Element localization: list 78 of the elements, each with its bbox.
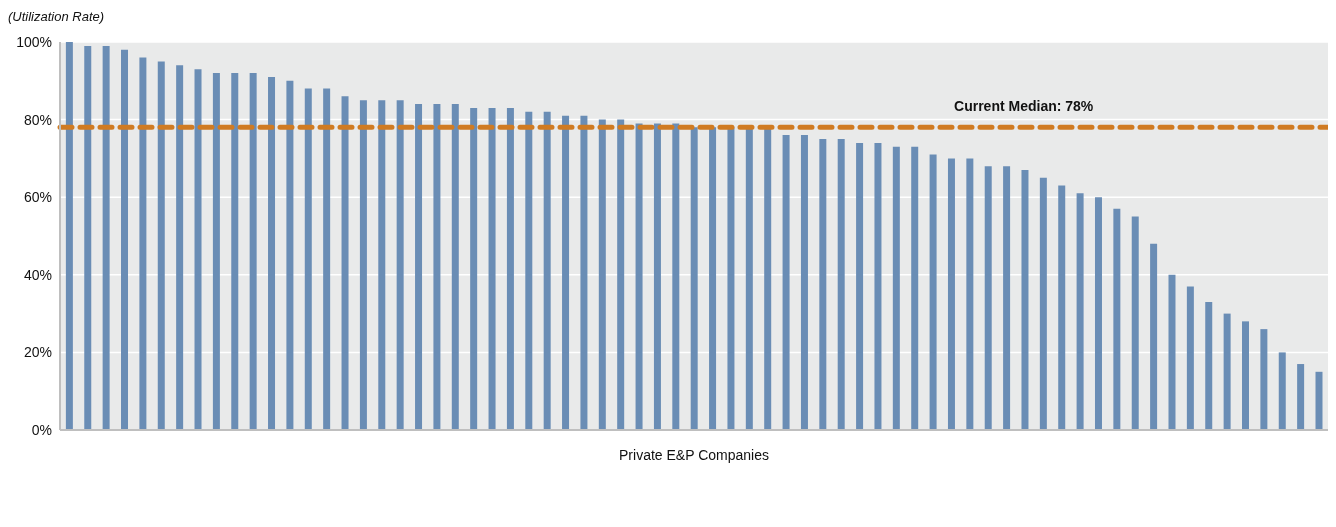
bar [543,111,551,430]
bar [1186,286,1194,430]
bar [966,158,974,430]
bar [84,45,92,430]
bar [984,166,992,430]
y-tick-label: 100% [16,33,52,50]
bar [323,88,331,430]
y-tick-label: 20% [23,344,52,361]
bar [194,69,202,430]
bar [102,45,110,430]
bar [653,123,661,430]
bar [1113,208,1121,430]
bar [911,146,919,430]
y-tick-label: 40% [23,266,52,283]
bar [1260,329,1268,430]
bar [727,127,735,430]
bar [378,100,386,430]
bar [506,107,514,430]
x-axis-title: Private E&P Companies [619,447,769,463]
bar [65,42,73,430]
bar [856,142,864,430]
bar [580,115,588,430]
bar [1021,170,1029,430]
bar [1150,243,1158,430]
bar [268,76,276,430]
ref-line-label: Current Median: 78% [954,98,1094,115]
bar [1094,197,1102,430]
y-tick-label: 80% [23,111,52,128]
bar [212,73,220,430]
bar [1076,193,1084,430]
bar [396,100,404,430]
bar [672,123,680,430]
y-tick-label: 0% [31,421,52,438]
bar [286,80,294,430]
bar [1039,177,1047,430]
bar [782,135,790,430]
y-axis-title: (Utilization Rate) [8,8,106,26]
bar [176,65,184,430]
bar [1205,301,1213,430]
bar [470,107,478,430]
bar [1168,274,1176,430]
bar [433,104,441,430]
bar [525,111,533,430]
bar [929,154,937,430]
bar [745,127,753,430]
bar [1058,185,1066,430]
bar [837,139,845,430]
bar [415,104,423,430]
bar [819,139,827,430]
bar [359,100,367,430]
bar [157,61,165,430]
bar [1315,371,1323,430]
bar [690,127,698,430]
bar [1003,166,1011,430]
bar [764,127,772,430]
bar [635,123,643,430]
bar [598,119,606,430]
bar [231,73,239,430]
bar [1223,313,1231,430]
bar [304,88,312,430]
bar [1278,352,1286,430]
bar [451,104,459,430]
bar [874,142,882,430]
y-tick-label: 60% [23,189,52,206]
bar [1131,216,1139,430]
bar [249,73,257,430]
bar [1242,321,1249,430]
bar [562,115,570,430]
bar [947,158,955,430]
bar [709,127,717,430]
bar [488,107,496,430]
bar [139,57,147,430]
bar [892,146,900,430]
bar [800,135,808,430]
bar [1297,364,1305,430]
bar [121,49,129,430]
bar [341,96,349,430]
bar [617,119,625,430]
